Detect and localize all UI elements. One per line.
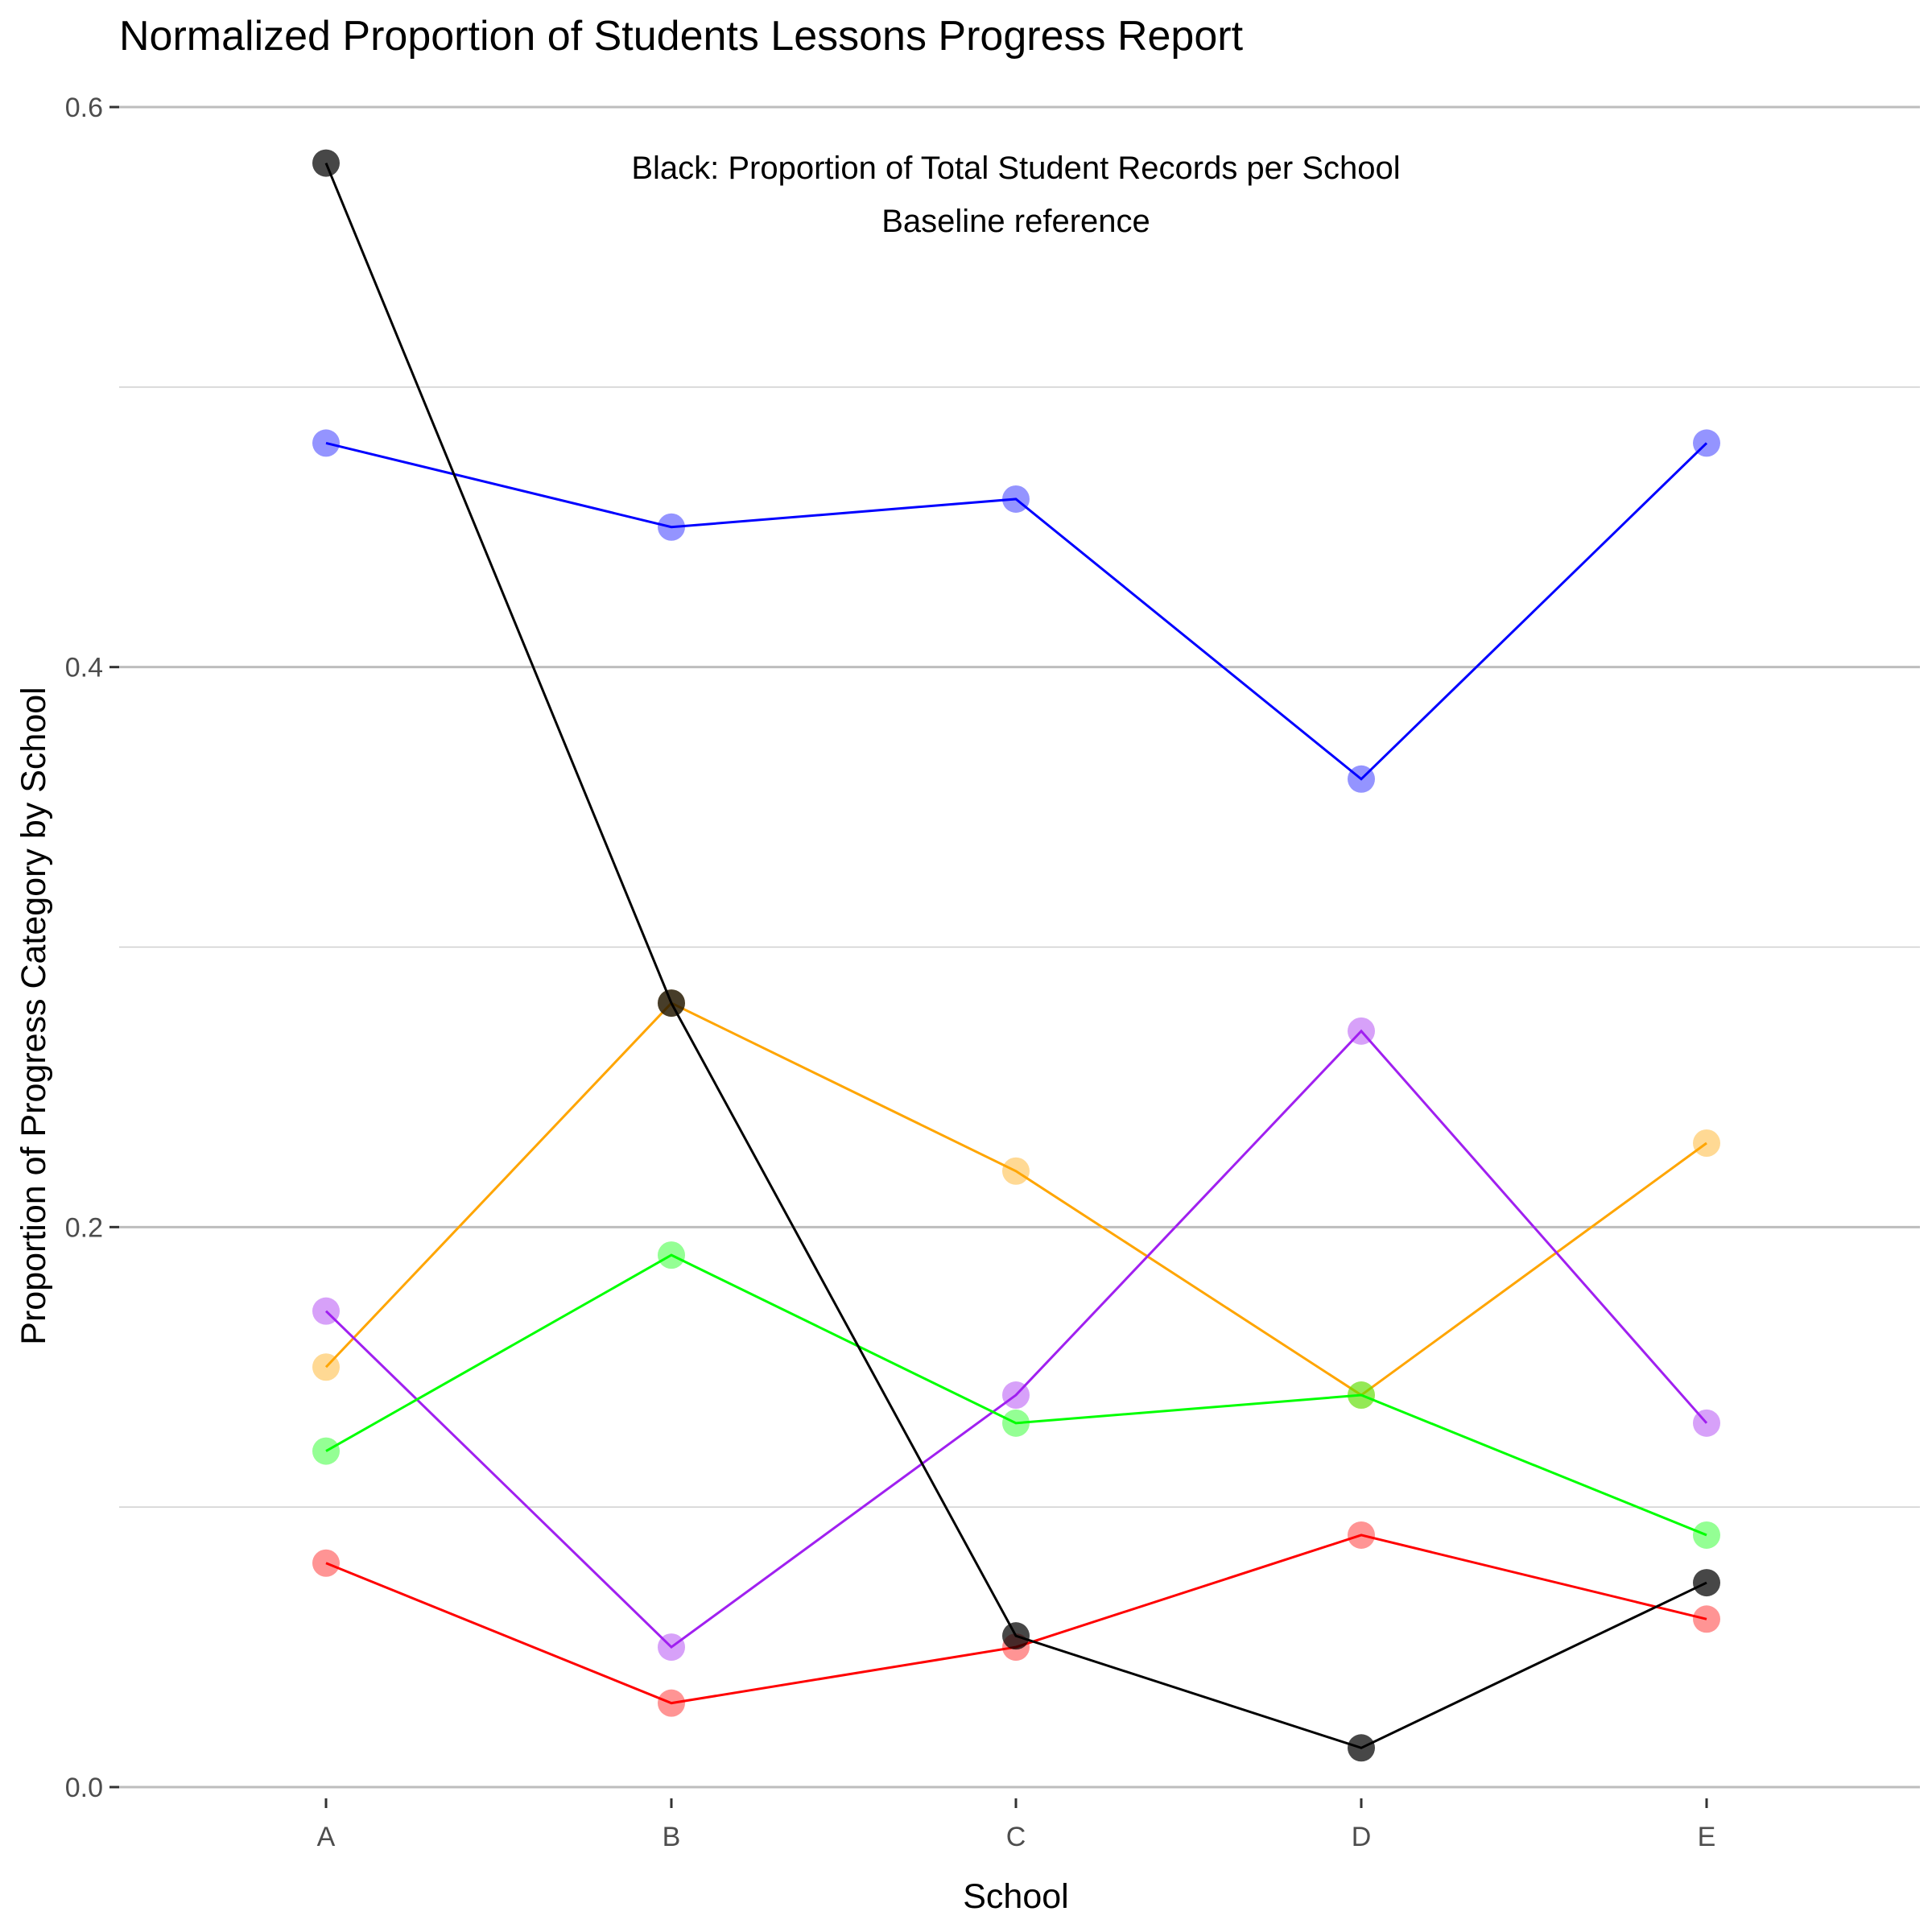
series-line	[324, 162, 1707, 1749]
data-point	[1693, 1569, 1720, 1597]
data-point	[1693, 1129, 1720, 1157]
axis-layer: 0.0 0.2 0.4 0.6 A B C D E	[65, 93, 1716, 1852]
data-point	[1002, 485, 1030, 513]
data-point	[312, 1353, 340, 1381]
data-point	[1693, 1521, 1720, 1549]
data-point	[658, 513, 685, 541]
chart-title: Normalized Proportion of Students Lesson…	[119, 13, 1244, 60]
data-point	[312, 149, 340, 177]
series-line	[324, 1001, 1707, 1397]
series-group	[312, 1017, 1720, 1662]
y-tick-label: 0.6	[65, 93, 103, 123]
data-point	[1348, 1017, 1375, 1045]
y-tick-label: 0.2	[65, 1212, 103, 1243]
data-point	[312, 429, 340, 457]
series-group	[312, 1241, 1720, 1549]
series-line	[325, 441, 1708, 781]
annotation-line-2: Baseline reference	[881, 204, 1150, 239]
x-tick-label: D	[1352, 1822, 1372, 1852]
data-point	[1348, 765, 1375, 793]
x-tick-label: E	[1698, 1822, 1716, 1852]
series-group	[312, 1521, 1720, 1717]
annotation-line-1: Black: Proportion of Total Student Recor…	[631, 151, 1400, 186]
data-point	[312, 1549, 340, 1577]
series-line	[325, 1253, 1707, 1537]
data-point	[1693, 1605, 1720, 1633]
data-point	[312, 1437, 340, 1465]
data-point	[1348, 1734, 1375, 1762]
data-point	[658, 1241, 685, 1269]
data-point	[1693, 429, 1720, 457]
series-layer	[312, 149, 1720, 1762]
x-tick-label: C	[1006, 1822, 1026, 1852]
data-point	[1693, 1409, 1720, 1437]
data-point	[658, 1689, 685, 1717]
data-point	[658, 1633, 685, 1662]
data-point	[1002, 1622, 1030, 1650]
data-point	[1002, 1157, 1030, 1185]
series-group	[312, 149, 1720, 1762]
y-tick-label: 0.0	[65, 1773, 103, 1803]
data-point	[1002, 1381, 1030, 1410]
series-group	[312, 429, 1720, 793]
x-tick-label: A	[317, 1822, 336, 1852]
y-axis-title: Proportion of Progress Category by Schoo…	[14, 687, 53, 1344]
x-axis-title: School	[963, 1877, 1068, 1916]
data-point	[1002, 1409, 1030, 1437]
x-tick-label: B	[663, 1822, 681, 1852]
grid-layer	[119, 105, 1920, 1789]
data-point	[312, 1297, 340, 1325]
data-point	[1348, 1381, 1375, 1410]
series-line	[325, 1534, 1707, 1705]
data-point	[1348, 1521, 1375, 1549]
y-tick-label: 0.4	[65, 653, 103, 683]
series-line	[324, 1029, 1708, 1649]
data-point	[658, 989, 685, 1018]
